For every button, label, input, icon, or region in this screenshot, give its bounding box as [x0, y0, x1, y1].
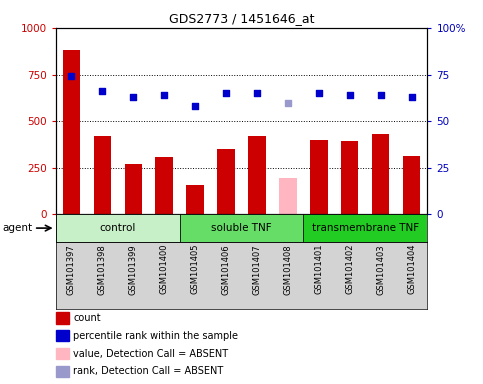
Text: percentile rank within the sample: percentile rank within the sample	[73, 331, 239, 341]
Bar	[56, 366, 69, 377]
Bar	[94, 136, 111, 214]
Text: GSM101404: GSM101404	[408, 244, 416, 295]
Text: GSM101407: GSM101407	[253, 244, 261, 295]
Point	[160, 92, 168, 98]
Text: control: control	[99, 223, 136, 233]
Bar	[180, 214, 303, 242]
Bar	[56, 312, 69, 324]
Title: GDS2773 / 1451646_at: GDS2773 / 1451646_at	[169, 12, 314, 25]
Text: rank, Detection Call = ABSENT: rank, Detection Call = ABSENT	[73, 366, 224, 376]
Bar	[217, 149, 235, 214]
Point	[222, 90, 230, 96]
Bar	[186, 185, 203, 214]
Point	[67, 73, 75, 79]
Bar	[372, 134, 389, 214]
Bar	[62, 50, 80, 214]
Bar	[403, 156, 421, 214]
Text: soluble TNF: soluble TNF	[211, 223, 272, 233]
Text: GSM101408: GSM101408	[284, 244, 293, 295]
Point	[315, 90, 323, 96]
Bar	[156, 157, 172, 214]
Point	[129, 94, 137, 100]
Point	[191, 103, 199, 109]
Text: GSM101406: GSM101406	[222, 244, 230, 295]
Bar	[341, 141, 358, 214]
Bar	[303, 214, 427, 242]
Text: GSM101405: GSM101405	[190, 244, 199, 295]
Text: GSM101399: GSM101399	[128, 244, 138, 295]
Text: agent: agent	[2, 223, 32, 233]
Bar	[56, 330, 69, 341]
Bar	[311, 140, 327, 214]
Text: GSM101398: GSM101398	[98, 244, 107, 295]
Text: GSM101403: GSM101403	[376, 244, 385, 295]
Text: GSM101400: GSM101400	[159, 244, 169, 295]
Bar	[56, 214, 180, 242]
Text: transmembrane TNF: transmembrane TNF	[312, 223, 419, 233]
Point	[253, 90, 261, 96]
Point	[346, 92, 354, 98]
Bar	[125, 164, 142, 214]
Text: value, Detection Call = ABSENT: value, Detection Call = ABSENT	[73, 349, 228, 359]
Text: GSM101402: GSM101402	[345, 244, 355, 295]
Bar	[56, 348, 69, 359]
Text: GSM101397: GSM101397	[67, 244, 75, 295]
Text: GSM101401: GSM101401	[314, 244, 324, 295]
Point	[377, 92, 385, 98]
Text: count: count	[73, 313, 101, 323]
Point	[98, 88, 106, 94]
Bar	[280, 178, 297, 214]
Bar	[248, 136, 266, 214]
Point	[408, 94, 416, 100]
Point	[284, 99, 292, 106]
